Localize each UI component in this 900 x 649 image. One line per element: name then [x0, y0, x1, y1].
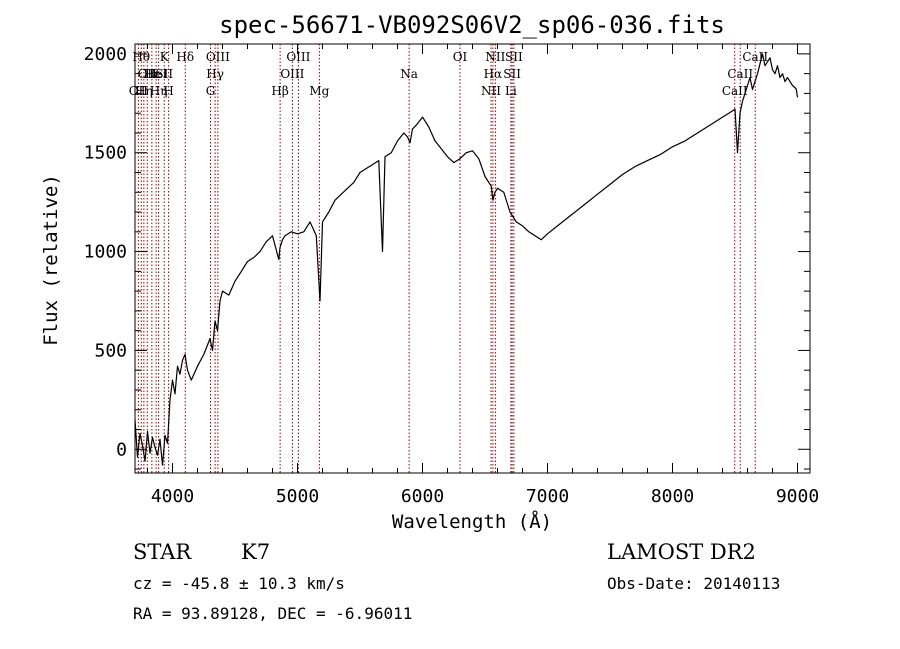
spectral-line-label: H — [163, 84, 173, 98]
y-tick-label: 0 — [116, 439, 127, 460]
spectral-line-label: OIII — [286, 50, 310, 64]
redshift-value: cz = -45.8 ± 10.3 km/s — [133, 574, 345, 593]
y-axis-label: Flux (relative) — [40, 174, 62, 346]
spectral-line-label: OII — [138, 67, 158, 81]
spectral-line-label: OIII — [206, 50, 230, 64]
spectral-line-label: NII — [485, 50, 505, 64]
x-tick-label: 5000 — [276, 486, 319, 507]
spectral-line-label: Hβ — [271, 84, 288, 98]
spectral-line-label: OII — [129, 84, 149, 98]
spectral-line-label: CaII — [727, 67, 753, 81]
x-tick-label: 8000 — [651, 486, 694, 507]
coordinates: RA = 93.89128, DEC = -6.96011 — [133, 604, 412, 623]
spectral-line-label: Hη — [150, 84, 168, 98]
x-tick-label: 9000 — [776, 486, 819, 507]
spectral-line-label: Hγ — [206, 67, 224, 81]
spectral-line-label: Li — [505, 84, 517, 98]
observation-date: Obs-Date: 20140113 — [607, 574, 780, 593]
spectral-line-label: OIII — [280, 67, 304, 81]
x-tick-label: 4000 — [151, 486, 194, 507]
y-tick-label: 2000 — [84, 44, 127, 65]
spectral-line-label: Hη — [135, 84, 153, 98]
spectrum-trace — [134, 53, 799, 466]
x-tick-label: 7000 — [526, 486, 569, 507]
spectral-line-label: Hε — [144, 67, 161, 81]
spectral-line-label: OI — [453, 50, 468, 64]
spectral-line-label: SII — [505, 50, 523, 64]
spectral-line-label: G — [206, 84, 216, 98]
spectrum-line — [134, 53, 799, 466]
spectral-line-markers — [137, 44, 756, 473]
object-subclass: K7 — [241, 540, 270, 564]
spectral-line-label: HeI — [145, 67, 168, 81]
spectral-line-label: SII — [503, 67, 521, 81]
spectral-line-label: K — [160, 50, 170, 64]
y-tick-label: 1000 — [84, 242, 127, 263]
spectral-line-label: Mg — [309, 84, 329, 98]
spectral-line-label: Hα — [484, 67, 503, 81]
x-axis-ticks: 4000 5000 6000 7000 8000 9000 — [147, 44, 819, 507]
spectral-line-label: NII — [481, 84, 501, 98]
spectral-line-label: CaII — [722, 84, 748, 98]
spectral-line-labels: OIIHθHηOIIHεHeIHηKSIIHHδGHγOIIIHβOIIIOII… — [129, 50, 769, 98]
x-tick-label: 6000 — [401, 486, 444, 507]
object-class: STAR — [133, 540, 192, 564]
survey-name: LAMOST DR2 — [607, 540, 756, 564]
spectral-line-label: Hδ — [176, 50, 194, 64]
x-axis-label: Wavelength (Å) — [392, 510, 552, 533]
y-axis-ticks: 0 500 1000 1500 2000 — [84, 44, 810, 470]
y-tick-label: 1500 — [84, 143, 127, 164]
spectral-line-label: SII — [155, 67, 173, 81]
y-tick-label: 500 — [94, 340, 127, 361]
chart-title: spec-56671-VB092S06V2_sp06-036.fits — [219, 11, 725, 39]
spectral-line-label: CaII — [742, 50, 768, 64]
spectral-line-label: Na — [400, 67, 418, 81]
plot-frame — [134, 43, 811, 474]
